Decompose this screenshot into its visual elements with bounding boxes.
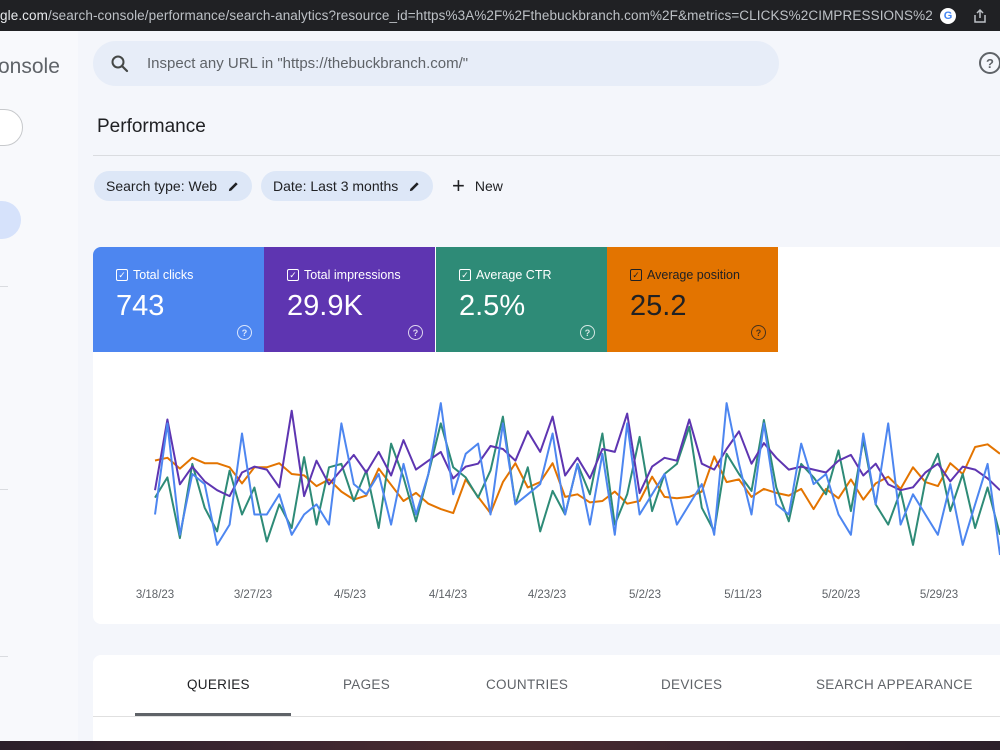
search-input[interactable] (147, 55, 747, 72)
os-taskbar (0, 741, 1000, 750)
metric-average-ctr[interactable]: ✓ Average CTR 2.5% ? (436, 247, 607, 352)
checkbox-icon[interactable]: ✓ (630, 269, 642, 281)
tab-queries[interactable]: QUERIES (187, 677, 250, 692)
filter-search-type[interactable]: Search type: Web (94, 171, 253, 201)
edit-pencil-icon (228, 181, 238, 191)
sidebar-divider (0, 656, 8, 657)
x-tick-label: 4/14/23 (429, 589, 467, 601)
edit-pencil-icon (410, 181, 419, 191)
new-filter-button[interactable]: + New (452, 173, 503, 199)
filter-label: Search type: Web (106, 178, 218, 194)
url-text[interactable]: gle.com/search-console/performance/searc… (0, 8, 932, 23)
title-divider (93, 155, 1000, 156)
report-tabs-card (93, 655, 1000, 750)
google-lens-icon[interactable]: G (940, 7, 956, 24)
metric-label: Average position (647, 268, 740, 282)
metric-total-impressions[interactable]: ✓ Total impressions 29.9K ? (264, 247, 435, 352)
url-path: /search-console/performance/search-analy… (47, 8, 932, 23)
metric-value: 29.9K (287, 290, 363, 322)
tab-countries[interactable]: COUNTRIES (486, 677, 569, 692)
help-icon[interactable]: ? (237, 325, 252, 340)
property-selector[interactable] (0, 109, 23, 146)
metric-average-position[interactable]: ✓ Average position 25.2 ? (607, 247, 778, 352)
metric-total-clicks[interactable]: ✓ Total clicks 743 ? (93, 247, 264, 352)
url-domain: gle.com (0, 8, 48, 23)
sidebar: onsole (0, 31, 78, 750)
x-tick-label: 4/5/23 (334, 589, 366, 601)
series-line-total-impressions (154, 409, 1000, 498)
help-icon[interactable]: ? (751, 325, 766, 340)
tab-pages[interactable]: PAGES (343, 677, 391, 692)
brand-title: onsole (0, 55, 60, 78)
performance-line-chart[interactable]: 3/18/23 3/27/23 4/5/23 4/14/23 4/23/23 5/2/23… (93, 375, 1000, 615)
metric-label: Total clicks (133, 268, 194, 282)
tab-search-appearance[interactable]: SEARCH APPEARANCE (816, 677, 973, 692)
x-tick-label: 5/29/23 (920, 589, 958, 601)
x-tick-label: 4/23/23 (528, 589, 566, 601)
url-inspection-search[interactable] (93, 41, 779, 86)
plus-icon: + (452, 173, 465, 198)
checkbox-icon[interactable]: ✓ (459, 269, 471, 281)
tab-devices[interactable]: DEVICES (661, 677, 723, 692)
sidebar-divider (0, 489, 8, 490)
browser-address-bar[interactable]: gle.com/search-console/performance/searc… (0, 0, 1000, 31)
help-icon[interactable]: ? (979, 52, 1000, 74)
x-tick-label: 5/20/23 (822, 589, 860, 601)
checkbox-icon[interactable]: ✓ (116, 269, 128, 281)
help-icon[interactable]: ? (580, 325, 595, 340)
metric-label: Average CTR (476, 268, 552, 282)
filter-date[interactable]: Date: Last 3 months (261, 171, 434, 201)
x-tick-label: 3/18/23 (136, 589, 174, 601)
x-tick-label: 5/2/23 (629, 589, 661, 601)
metric-value: 2.5% (459, 290, 526, 322)
series-line-total-clicks (154, 402, 1000, 556)
sidebar-item-performance[interactable] (0, 201, 21, 239)
filter-label: Date: Last 3 months (273, 178, 399, 194)
series-line-average-ctr (154, 415, 1000, 546)
tabs-divider (93, 716, 1000, 717)
metric-value: 743 (116, 290, 165, 322)
metric-value: 25.2 (630, 290, 687, 322)
search-icon (111, 55, 129, 72)
sidebar-divider (0, 286, 8, 287)
new-filter-label: New (474, 178, 503, 194)
metric-label: Total impressions (304, 268, 401, 282)
active-tab-indicator (135, 713, 291, 716)
checkbox-icon[interactable]: ✓ (287, 269, 299, 281)
share-icon[interactable] (972, 8, 988, 24)
x-tick-label: 5/11/23 (724, 589, 762, 601)
x-tick-label: 3/27/23 (234, 589, 272, 601)
series-line-average-position (154, 443, 1000, 515)
page-title: Performance (97, 116, 206, 137)
help-icon[interactable]: ? (408, 325, 423, 340)
